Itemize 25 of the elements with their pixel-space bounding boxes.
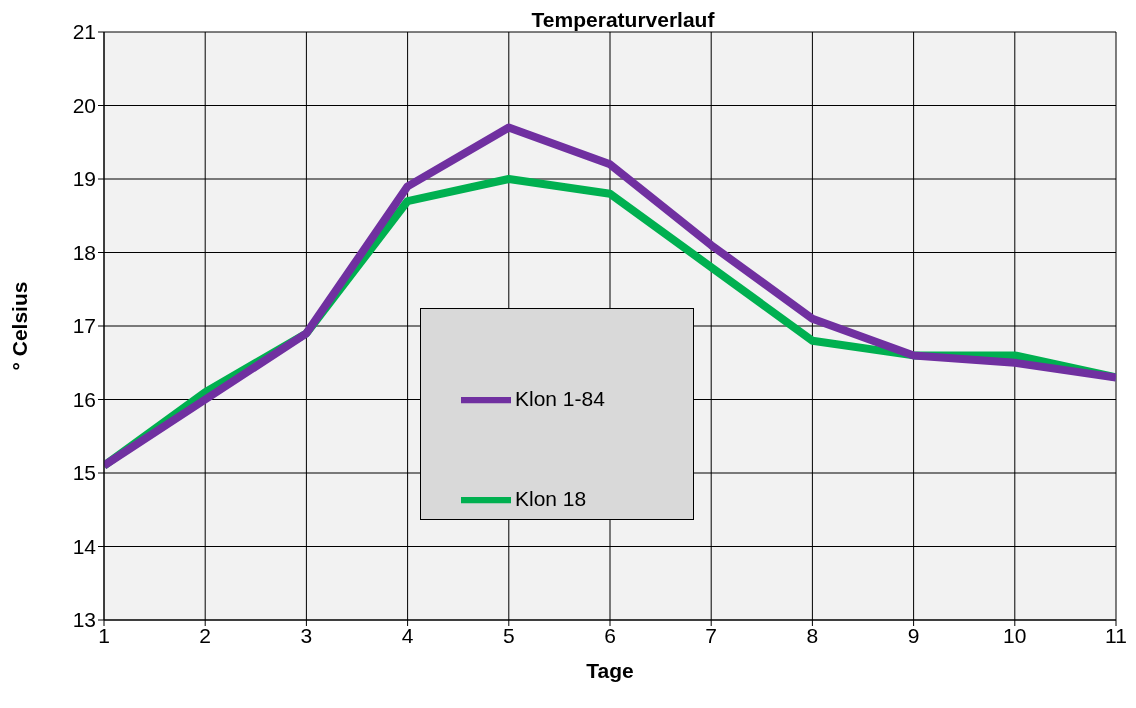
y-axis-title: ° Celsius <box>8 281 32 371</box>
y-tick-label: 13 <box>72 608 96 632</box>
x-axis-title: Tage <box>586 659 634 682</box>
x-tick-label: 3 <box>300 623 313 647</box>
y-tick-label: 21 <box>72 20 96 44</box>
x-tick-label: 8 <box>806 623 819 647</box>
y-tick-label: 20 <box>72 93 96 117</box>
x-tick-label: 9 <box>907 623 920 647</box>
y-tick-label: 15 <box>72 461 96 485</box>
y-tick-label: 18 <box>72 240 96 264</box>
x-tick-label: 11 <box>1105 623 1127 647</box>
x-tick-label: 1 <box>98 623 110 647</box>
x-tick-label: 6 <box>604 623 616 647</box>
x-tick-label: 2 <box>199 623 212 647</box>
x-tick-label: 7 <box>705 623 718 647</box>
x-tick-label: 10 <box>1003 623 1027 647</box>
legend-label: Klon 1-84 <box>515 387 605 410</box>
y-tick-label: 19 <box>72 167 96 191</box>
x-tick-label: 4 <box>401 623 414 647</box>
y-tick-label: 16 <box>72 387 96 411</box>
y-tick-label: 14 <box>72 534 97 558</box>
y-tick-label: 17 <box>72 314 96 338</box>
legend-label: Klon 18 <box>515 487 587 510</box>
x-tick-label: 5 <box>502 623 515 647</box>
chart-title: Temperaturverlauf <box>531 8 715 31</box>
